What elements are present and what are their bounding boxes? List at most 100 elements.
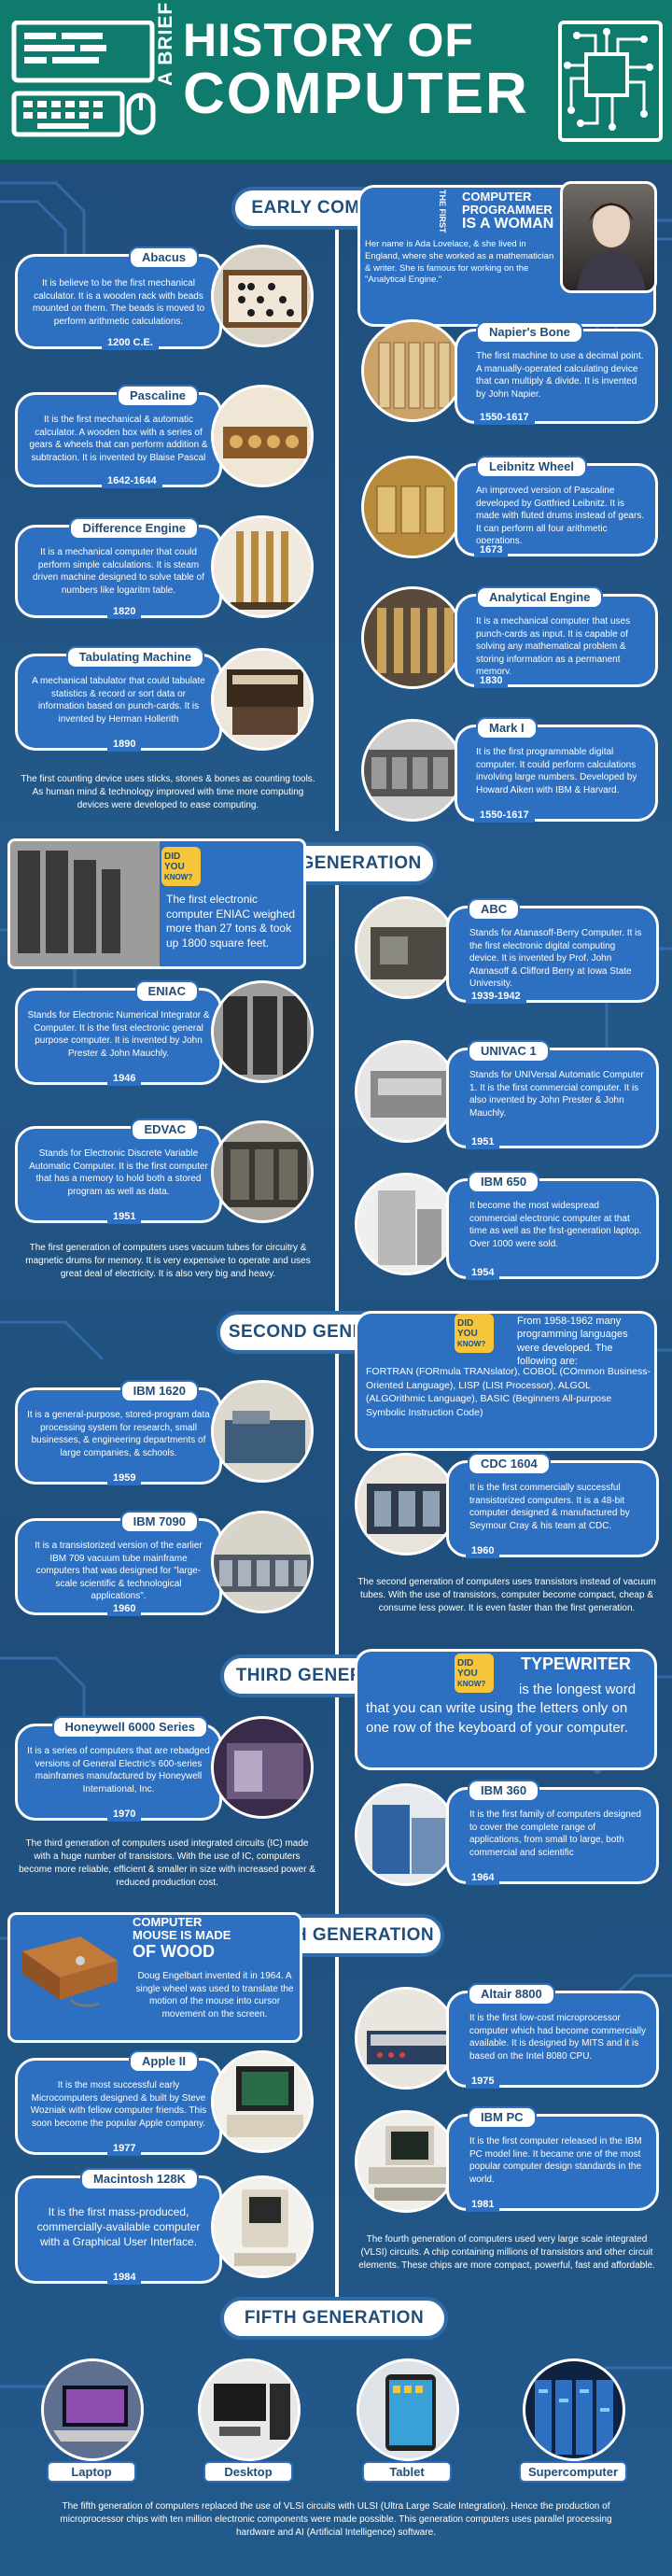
ibm650-photo (355, 1173, 457, 1275)
cdc1604-photo (355, 1453, 457, 1555)
difference-engine-year: 1820 (107, 605, 142, 619)
supercomputer-photo (523, 2358, 625, 2461)
ibm650-title: IBM 650 (468, 1171, 540, 1193)
svg-text:DID: DID (164, 852, 180, 862)
honeywell-title: Honeywell 6000 Series (51, 1716, 208, 1738)
ibm-pc-year: 1981 (466, 2198, 500, 2212)
eniac-fact-text: The first electronic computer ENIAC weig… (166, 893, 296, 950)
timeline-spine (335, 882, 339, 1312)
eniac-title: ENIAC (134, 980, 199, 1003)
header-title-line1: HISTORY OF (183, 14, 474, 66)
fifth-summary: The fifth generation of computers replac… (60, 2501, 612, 2538)
ibm650-year: 1954 (466, 1266, 500, 1280)
ibm360-year: 1964 (466, 1871, 500, 1885)
ibm7090-text: It is a transistorized version of the ea… (35, 1541, 203, 1601)
pascaline-photo (211, 385, 314, 487)
univac-title: UNIVAC 1 (468, 1040, 550, 1063)
timeline-spine (335, 1956, 339, 2311)
pascaline-card: Pascaline It is the first mechanical & a… (15, 385, 222, 488)
mark-i-card: Mark I It is the first programmable digi… (455, 717, 658, 823)
leibnitz-wheel-year: 1673 (474, 543, 509, 557)
leibnitz-wheel-text: An improved version of Pascaline develop… (476, 486, 645, 546)
cdc1604-year: 1960 (466, 1544, 500, 1558)
mark-i-year: 1550-1617 (474, 809, 535, 823)
ibm1620-title: IBM 1620 (119, 1380, 199, 1402)
eniac-fact-card (7, 838, 306, 969)
univac-photo (355, 1040, 457, 1143)
timeline-spine (335, 224, 339, 831)
ada-lovelace-portrait (560, 181, 657, 293)
honeywell-year: 1970 (107, 1808, 142, 1822)
mouse-title-1: COMPUTER (133, 1915, 203, 1929)
ibm-pc-card: IBM PC It is the first computer released… (446, 2106, 659, 2212)
header-banner: A BRIEF HISTORY OF COMPUTER (0, 0, 672, 164)
eniac-card: ENIAC Stands for Electronic Numerical In… (15, 980, 222, 1086)
mark-i-text: It is the first programmable digital com… (476, 747, 637, 795)
napiers-bone-title: Napier's Bone (476, 321, 583, 344)
edvac-card: EDVAC Stands for Electronic Discrete Var… (15, 1119, 222, 1224)
computer-icon (11, 21, 156, 137)
svg-text:DID: DID (457, 1318, 473, 1329)
macintosh-photo (211, 2175, 314, 2278)
mouse-fact-card (7, 1912, 302, 2043)
eniac-room-photo (10, 841, 160, 966)
napiers-bone-year: 1550-1617 (474, 411, 535, 425)
languages-fact-card (355, 1311, 657, 1451)
altair-year: 1975 (466, 2075, 500, 2089)
ibm7090-photo (211, 1511, 314, 1613)
laptop-photo (41, 2358, 144, 2461)
difference-engine-text: It is a mechanical computer that could p… (32, 547, 204, 596)
napiers-bone-photo (361, 319, 464, 422)
ibm360-photo (355, 1783, 457, 1886)
apple2-photo (211, 2050, 314, 2153)
fifth-label-tablet: Tablet (362, 2461, 452, 2483)
typewriter-title: TYPEWRITER (521, 1654, 632, 1673)
leibnitz-wheel-title: Leibnitz Wheel (476, 456, 587, 478)
edvac-year: 1951 (107, 1210, 142, 1224)
difference-engine-card: Difference Engine It is a mechanical com… (15, 517, 222, 619)
svg-text:KNOW?: KNOW? (164, 873, 192, 881)
mouse-title-3: OF WOOD (133, 1942, 215, 1961)
honeywell-photo (211, 1716, 314, 1819)
fifth-label-laptop: Laptop (47, 2461, 136, 2483)
tabulating-machine-title: Tabulating Machine (65, 646, 204, 669)
cdc1604-title: CDC 1604 (468, 1453, 551, 1475)
abacus-text: It is believe to be the first mechanical… (32, 278, 205, 327)
svg-text:YOU: YOU (164, 862, 185, 872)
tabulating-machine-photo (211, 648, 314, 751)
honeywell-text: It is a series of computers that are reb… (27, 1746, 210, 1795)
macintosh-card: Macintosh 128K It is the first mass-prod… (15, 2168, 222, 2285)
ibm1620-year: 1959 (107, 1471, 142, 1485)
tablet-photo (357, 2358, 459, 2461)
eniac-photo (211, 980, 314, 1083)
third-summary: The third generation of computers used i… (19, 1838, 315, 1888)
eniac-year: 1946 (107, 1072, 142, 1086)
eniac-text: Stands for Electronic Numerical Integrat… (27, 1010, 210, 1059)
ibm360-title: IBM 360 (468, 1780, 540, 1802)
abc-photo (355, 896, 457, 999)
macintosh-year: 1984 (107, 2271, 142, 2285)
early-summary: The first counting device uses sticks, s… (21, 774, 315, 810)
abc-title: ABC (468, 898, 521, 921)
univac-text: Stands for UNIVersal Automatic Computer … (469, 1070, 644, 1119)
macintosh-text: It is the first mass-produced, commercia… (36, 2205, 201, 2249)
apple2-title: Apple II (129, 2050, 199, 2073)
programmer-title-3: IS A WOMAN (462, 216, 554, 232)
abacus-photo (211, 245, 314, 347)
second-summary: The second generation of computers uses … (357, 1577, 656, 1613)
edvac-photo (211, 1120, 314, 1223)
pascaline-year: 1642-1644 (102, 474, 162, 488)
ibm360-card: IBM 360 It is the first family of comput… (446, 1780, 659, 1885)
first-summary: The first generation of computers uses v… (25, 1243, 311, 1279)
languages-list: FORTRAN (FORmula TRANslator), COBOL (COm… (366, 1366, 651, 1419)
fifth-label-desktop: Desktop (203, 2461, 293, 2483)
tabulating-machine-card: Tabulating Machine A mechanical tabulato… (15, 646, 222, 752)
analytical-engine-text: It is a mechanical computer that uses pu… (476, 616, 631, 677)
fifth-label-supercomputer: Supercomputer (519, 2461, 627, 2483)
abacus-title: Abacus (129, 246, 199, 269)
pascaline-title: Pascaline (117, 385, 199, 407)
honeywell-card: Honeywell 6000 Series It is a series of … (15, 1716, 222, 1822)
ibm-pc-text: It is the first computer released in the… (469, 2136, 642, 2185)
section-fifth-generation: FIFTH GENERATION (220, 2297, 448, 2340)
ibm1620-photo (211, 1380, 314, 1483)
